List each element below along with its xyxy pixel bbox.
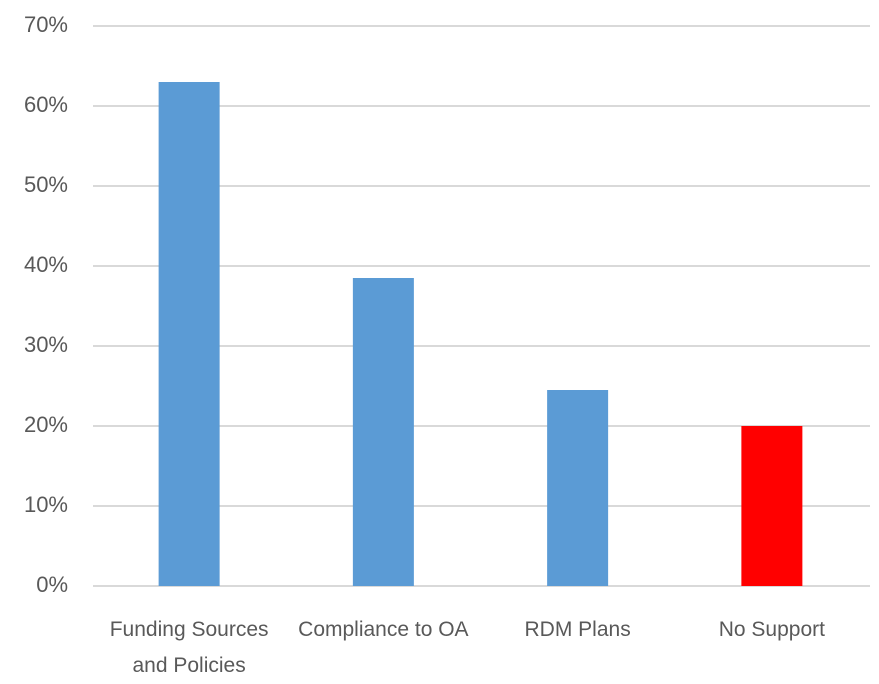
- x-tick-label: No Support: [718, 618, 825, 641]
- bar: [547, 390, 609, 586]
- y-tick-label: 50%: [24, 172, 68, 197]
- y-tick-label: 10%: [24, 492, 68, 517]
- y-tick-label: 40%: [24, 252, 68, 277]
- x-tick-label: Compliance to OA: [298, 618, 469, 641]
- x-tick-label: Funding Sources and Policies: [109, 618, 269, 677]
- y-tick-label: 30%: [24, 332, 68, 357]
- y-tick-label: 20%: [24, 412, 68, 437]
- y-tick-label: 0%: [36, 572, 68, 597]
- bar: [352, 278, 414, 586]
- y-tick-label: 70%: [24, 12, 68, 37]
- bar: [158, 82, 220, 586]
- y-tick-label: 60%: [24, 92, 68, 117]
- bar: [741, 426, 803, 586]
- x-tick-label: RDM Plans: [524, 618, 631, 641]
